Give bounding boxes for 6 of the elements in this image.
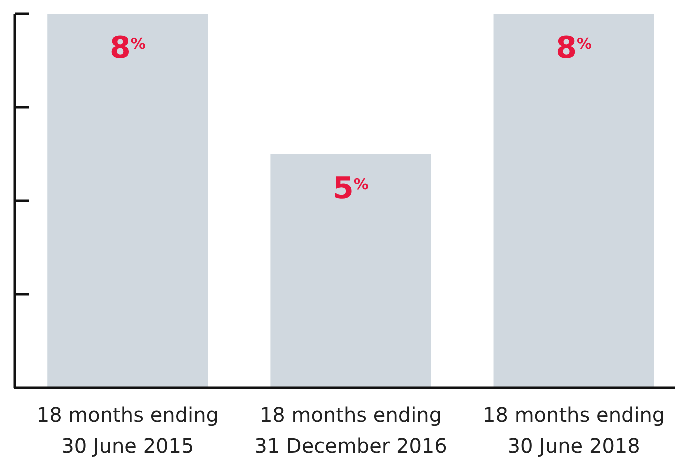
- x-tick-label: 18 months ending 31 December 2016: [254, 403, 448, 458]
- x-tick-label: 18 months ending 30 June 2015: [36, 403, 219, 458]
- data-label: 5$^{%}$: [333, 171, 369, 206]
- data-label: 8$^{%}$: [556, 31, 592, 66]
- x-tick-label: 18 months ending 30 June 2018: [483, 403, 666, 458]
- data-label: 8$^{%}$: [110, 31, 146, 66]
